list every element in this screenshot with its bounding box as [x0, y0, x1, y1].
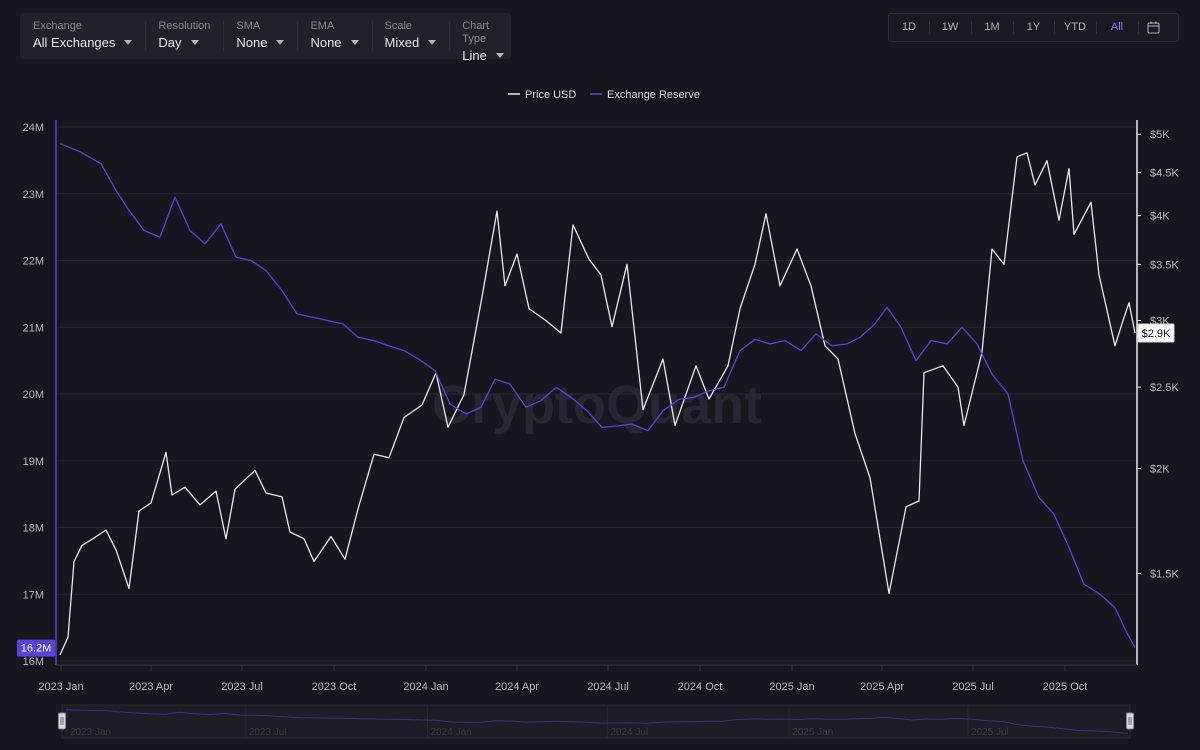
range-1w[interactable]: 1W: [929, 14, 971, 41]
navigator-track[interactable]: [61, 704, 1131, 739]
current-price-label: $2.9K: [1142, 328, 1171, 340]
right-axis-tick: $5K: [1150, 129, 1170, 141]
current-price-badge-bg: [1137, 323, 1175, 343]
filter-label: Scale: [384, 20, 413, 32]
filter-bar: Exchange All Exchanges Resolution Day SMA Non…: [20, 13, 511, 63]
watermark: CryptoQuant: [432, 375, 762, 435]
calendar-button[interactable]: [1138, 14, 1168, 41]
left-axis-tick: 23M: [23, 189, 44, 201]
series-line-price-usd: [59, 152, 1136, 656]
left-axis-tick: 19M: [23, 456, 44, 468]
left-axis-tick: 17M: [23, 589, 44, 601]
filter-value-text: None: [236, 35, 268, 50]
right-axis-tick: $4K: [1150, 211, 1170, 223]
filter-resolution[interactable]: Resolution Day: [145, 13, 223, 59]
navigator-tick: 2023 Jul: [249, 727, 287, 738]
legend-label: Price USD: [525, 89, 576, 101]
chevron-down-icon: [428, 40, 437, 45]
filter-value-text: None: [310, 35, 342, 50]
range-navigator[interactable]: 2023 Jan 2023 Jul 2024 Jan 2024 Jul 2025 Jan…: [58, 704, 1134, 739]
series-line-exchange-reserve: [59, 143, 1136, 649]
x-axis-tick: 2025 Jul: [952, 681, 994, 693]
x-axis-tick: 2023 Jan: [38, 681, 83, 693]
left-axis-tick: 22M: [23, 256, 44, 268]
right-axis-tick: $3.5K: [1150, 259, 1179, 271]
filter-chart-type[interactable]: Chart Type Line: [449, 13, 517, 63]
left-axis-tick: 21M: [23, 322, 44, 334]
navigator-handle-left[interactable]: [58, 712, 66, 730]
filter-label: Exchange: [33, 20, 82, 32]
filter-value: None: [310, 33, 359, 53]
time-range-selector: 1D 1W 1M 1Y YTD All: [888, 13, 1179, 42]
filter-exchange[interactable]: Exchange All Exchanges: [20, 13, 145, 59]
filter-scale[interactable]: Scale Mixed: [371, 13, 450, 59]
x-axis-tick: 2024 Oct: [678, 681, 723, 693]
current-reserve-badge: 16.2M: [17, 639, 55, 657]
calendar-icon: [1146, 21, 1160, 34]
current-reserve-label: 16.2M: [21, 643, 52, 655]
filter-sma[interactable]: SMA None: [223, 13, 297, 59]
navigator-tick: 2024 Jul: [610, 727, 648, 738]
x-axis-tick: 2025 Jan: [769, 681, 814, 693]
navigator-handle-grip: [1126, 712, 1134, 730]
navigator-tick: 2025 Jan: [792, 727, 833, 738]
right-axis-tick: $2K: [1150, 464, 1170, 476]
filter-value-text: All Exchanges: [33, 35, 116, 50]
filter-label: Resolution: [158, 20, 211, 32]
legend-label: Exchange Reserve: [607, 89, 700, 101]
navigator-handle-right[interactable]: [1126, 712, 1134, 730]
series-lines: [59, 143, 1136, 656]
chevron-down-icon: [350, 40, 359, 45]
navigator-tick: 2023 Jan: [70, 727, 111, 738]
x-axis-tick: 2023 Oct: [312, 681, 357, 693]
navigator-handle-grip: [58, 712, 66, 730]
range-1d[interactable]: 1D: [901, 21, 917, 33]
left-axis-tick: 24M: [23, 122, 44, 134]
x-axis-tick: 2024 Apr: [495, 681, 539, 693]
left-axis-tick: 18M: [23, 523, 44, 535]
filter-label: SMA: [236, 20, 261, 32]
legend: Price USD Exchange Reserve: [508, 89, 700, 101]
chevron-down-icon: [124, 40, 133, 45]
filter-label: EMA: [310, 20, 335, 32]
range-ytd[interactable]: YTD: [1054, 14, 1096, 41]
x-axis-tick: 2025 Oct: [1043, 681, 1088, 693]
x-axis-tick: 2025 Apr: [860, 681, 904, 693]
right-axis-tick: $1.5K: [1150, 568, 1179, 580]
right-axis-tick: $2.5K: [1150, 382, 1179, 394]
filter-ema[interactable]: EMA None: [297, 13, 371, 59]
chevron-down-icon: [190, 40, 199, 45]
filter-value: All Exchanges: [33, 33, 133, 53]
right-axis-tick: $4.5K: [1150, 168, 1179, 180]
left-axis-tick: 16M: [23, 656, 44, 668]
gridlines: [56, 126, 1137, 662]
navigator-series-line: [65, 709, 1129, 734]
x-axis-tick: 2023 Jul: [221, 681, 263, 693]
chevron-down-icon: [276, 40, 285, 45]
navigator-tick: 2025 Jul: [971, 727, 1009, 738]
current-reserve-badge-bg: [17, 639, 55, 657]
current-price-badge: $2.9K: [1137, 323, 1175, 343]
navigator-tick: 2024 Jan: [431, 727, 472, 738]
filter-label: Chart Type: [462, 20, 490, 45]
chevron-down-icon: [495, 53, 504, 58]
x-axis-tick: 2024 Jul: [587, 681, 629, 693]
filter-value-text: Day: [158, 35, 182, 50]
range-all[interactable]: All: [1096, 14, 1138, 41]
x-axis-tick: 2023 Apr: [129, 681, 173, 693]
filter-value: Day: [158, 33, 210, 53]
filter-value-text: Line: [462, 48, 487, 63]
filter-value: Line: [462, 46, 504, 66]
range-1m[interactable]: 1M: [971, 14, 1013, 41]
filter-value: Mixed: [385, 33, 437, 53]
axes: 16M 17M 18M 19M 20M 21M 22M 23M 24M $1.5K $2K $2.5K…: [17, 120, 1179, 693]
legend-item-price-usd[interactable]: Price USD: [508, 89, 576, 101]
range-1y[interactable]: 1Y: [1013, 14, 1054, 41]
left-axis-tick: 20M: [23, 389, 44, 401]
filter-value: None: [236, 33, 285, 53]
legend-item-exchange-reserve[interactable]: Exchange Reserve: [590, 89, 700, 101]
x-axis-tick: 2024 Jan: [403, 681, 448, 693]
filter-value-text: Mixed: [384, 35, 420, 50]
